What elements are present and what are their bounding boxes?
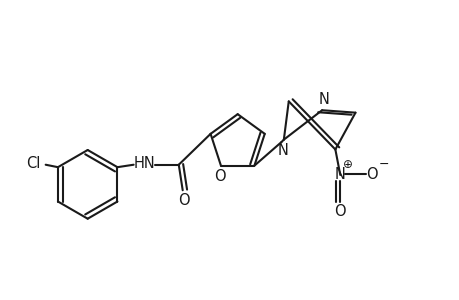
- Text: N: N: [334, 167, 345, 182]
- Text: ⊕: ⊕: [342, 158, 353, 171]
- Text: O: O: [213, 169, 225, 184]
- Text: −: −: [377, 158, 388, 171]
- Text: Cl: Cl: [26, 156, 40, 171]
- Text: O: O: [365, 167, 377, 182]
- Text: O: O: [334, 204, 345, 219]
- Text: O: O: [178, 193, 189, 208]
- Text: HN: HN: [133, 156, 155, 171]
- Text: N: N: [318, 92, 329, 107]
- Text: N: N: [277, 143, 288, 158]
